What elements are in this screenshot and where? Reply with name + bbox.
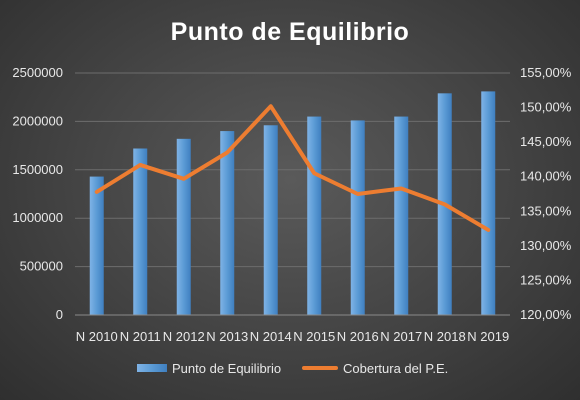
right-axis: 120,00% 125,00% 130,00% 135,00% 140,00% 145,0… bbox=[520, 65, 572, 322]
right-tick-label: 135,00% bbox=[520, 203, 572, 218]
bar bbox=[89, 176, 104, 315]
right-tick-label: 125,00% bbox=[520, 272, 572, 287]
chart-title: Punto de Equilibrio bbox=[170, 18, 410, 46]
x-tick-label: N 2017 bbox=[380, 329, 422, 344]
x-tick-label: N 2011 bbox=[120, 329, 161, 344]
bar bbox=[307, 116, 322, 315]
legend-label: Punto de Equilibrio bbox=[172, 361, 281, 376]
x-tick-label: N 2012 bbox=[163, 329, 205, 344]
bar bbox=[394, 116, 409, 315]
legend-swatch-bar bbox=[137, 364, 167, 372]
right-tick-label: 145,00% bbox=[520, 134, 572, 149]
bar-series bbox=[89, 91, 496, 315]
left-tick-label: 1500000 bbox=[12, 162, 63, 177]
series-line bbox=[94, 104, 491, 232]
x-tick-label: N 2016 bbox=[337, 329, 379, 344]
bar bbox=[481, 91, 496, 315]
left-tick-label: 2500000 bbox=[12, 65, 63, 80]
gridlines bbox=[75, 72, 510, 268]
x-tick-label: N 2015 bbox=[293, 329, 335, 344]
left-tick-label: 1000000 bbox=[12, 210, 63, 225]
left-tick-label: 500000 bbox=[20, 259, 63, 274]
legend: Punto de Equilibrio Cobertura del P.E. bbox=[137, 361, 448, 376]
legend-label: Cobertura del P.E. bbox=[343, 361, 448, 376]
bar bbox=[263, 125, 278, 315]
x-tick-label: N 2014 bbox=[250, 329, 292, 344]
bar bbox=[176, 138, 191, 315]
right-tick-label: 140,00% bbox=[520, 169, 572, 184]
bar bbox=[133, 148, 148, 315]
bar bbox=[220, 131, 235, 315]
line-series bbox=[94, 104, 491, 232]
right-tick-label: 150,00% bbox=[520, 100, 572, 115]
right-tick-label: 155,00% bbox=[520, 65, 572, 80]
x-tick-label: N 2010 bbox=[76, 329, 118, 344]
x-axis: N 2010 N 2011 N 2012 N 2013 N 2014 N 2015 N 20… bbox=[75, 314, 510, 344]
left-axis: 0 500000 1000000 1500000 2000000 2500000 bbox=[12, 65, 63, 322]
x-tick-label: N 2018 bbox=[424, 329, 466, 344]
right-tick-label: 130,00% bbox=[520, 238, 572, 253]
x-tick-label: N 2019 bbox=[467, 329, 509, 344]
bar bbox=[350, 120, 365, 315]
left-tick-label: 2000000 bbox=[12, 113, 63, 128]
left-tick-label: 0 bbox=[56, 307, 63, 322]
x-tick-label: N 2013 bbox=[206, 329, 248, 344]
right-tick-label: 120,00% bbox=[520, 307, 572, 322]
